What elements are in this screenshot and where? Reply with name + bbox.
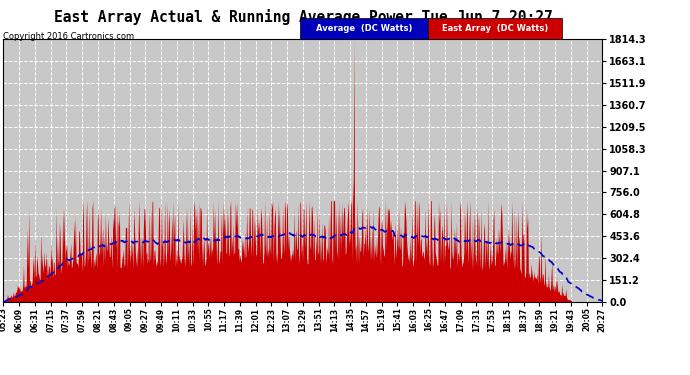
- Text: Average  (DC Watts): Average (DC Watts): [316, 24, 412, 33]
- Text: East Array Actual & Running Average Power Tue Jun 7 20:27: East Array Actual & Running Average Powe…: [55, 9, 553, 26]
- Text: East Array  (DC Watts): East Array (DC Watts): [442, 24, 548, 33]
- Text: Copyright 2016 Cartronics.com: Copyright 2016 Cartronics.com: [3, 32, 135, 41]
